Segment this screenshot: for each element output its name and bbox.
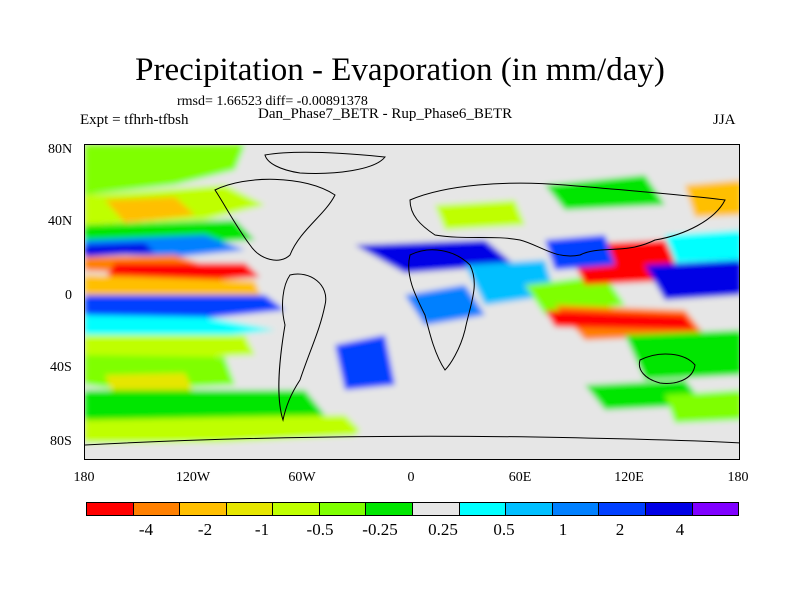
colorbar-label: -0.25: [362, 520, 398, 539]
colorbar-swatch: [692, 503, 739, 515]
comparison-label: Dan_Phase7_BETR - Rup_Phase6_BETR: [258, 106, 513, 122]
colorbar-label: -2: [197, 520, 213, 539]
colorbar-swatch: [552, 503, 600, 515]
colorbar-label: -1: [254, 520, 270, 539]
colorbar-swatch: [366, 503, 414, 515]
lon-label-180w: 180: [73, 470, 95, 485]
map-field: [85, 145, 739, 459]
lat-label-80s: 80S: [50, 434, 72, 449]
colorbar-label: 0.25: [428, 520, 458, 539]
lon-label-180e: 180: [727, 470, 749, 485]
colorbar-swatch: [180, 503, 227, 515]
colorbar-label: 2: [615, 520, 625, 539]
colorbar-swatch: [506, 503, 553, 515]
lon-label-120w: 120W: [175, 470, 211, 485]
stats-line: rmsd= 1.66523 diff= -0.00891378: [177, 94, 368, 109]
colorbar-swatch: [413, 503, 460, 515]
colorbar-swatch: [319, 503, 367, 515]
map-plot: [84, 144, 740, 460]
colorbar-swatch: [645, 503, 693, 515]
season-label: JJA: [713, 112, 736, 128]
colorbar: [86, 502, 739, 516]
colorbar-label: -0.5: [306, 520, 334, 539]
colorbar-label: 0.5: [493, 520, 515, 539]
lat-label-0: 0: [65, 288, 72, 303]
experiment-label: Expt = tfhrh-tfbsh: [80, 112, 189, 128]
colorbar-swatch: [133, 503, 181, 515]
lon-label-0: 0: [407, 470, 415, 485]
lat-label-40n: 40N: [48, 214, 73, 229]
lat-label-40s: 40S: [50, 360, 72, 375]
lon-label-120e: 120E: [614, 470, 644, 485]
colorbar-swatch: [226, 503, 274, 515]
chart-title: Precipitation - Evaporation (in mm/day): [135, 52, 665, 88]
colorbar-swatch: [459, 503, 507, 515]
colorbar-label: -4: [138, 520, 154, 539]
colorbar-swatch: [273, 503, 320, 515]
colorbar-swatch: [87, 503, 134, 515]
lon-label-60w: 60W: [288, 470, 316, 485]
colorbar-swatch: [599, 503, 646, 515]
colorbar-label: 1: [558, 520, 568, 539]
lat-label-80n: 80N: [48, 142, 73, 157]
lon-label-60e: 60E: [508, 470, 532, 485]
colorbar-label: 4: [675, 520, 685, 539]
